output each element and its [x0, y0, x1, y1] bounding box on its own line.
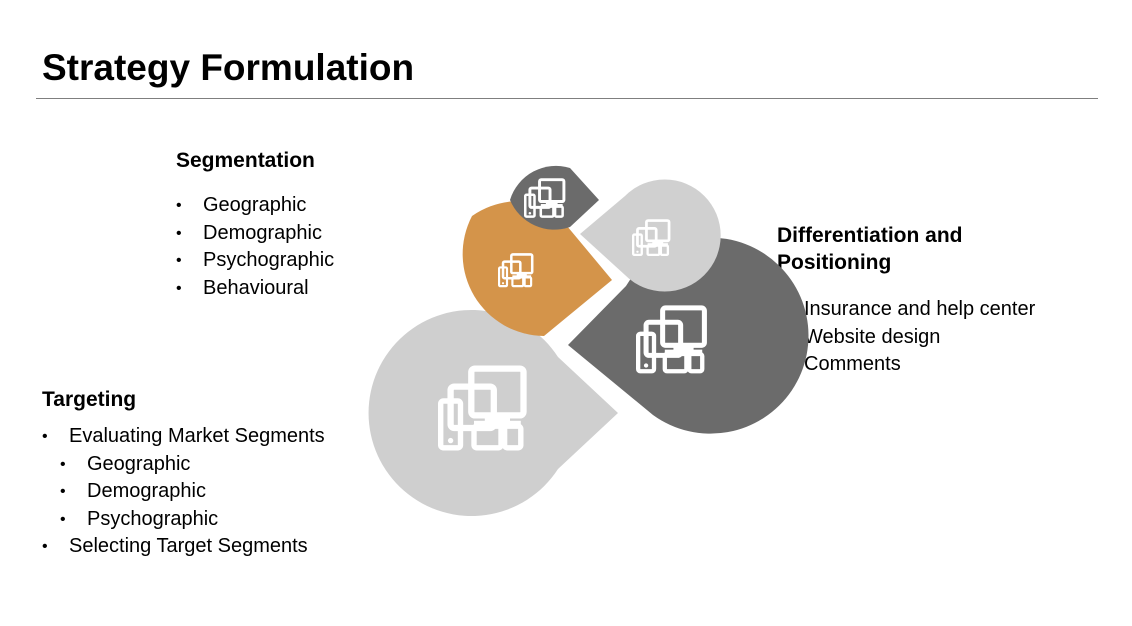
petal-top-right [580, 179, 721, 292]
targeting-list-continued: Selecting Target Segments [42, 533, 325, 561]
petal-shape [510, 165, 599, 230]
petal-shape [568, 237, 809, 434]
slide-title: Strategy Formulation [42, 47, 415, 88]
petal-dark-large [568, 237, 809, 434]
list-item: Evaluating Market Segments [42, 423, 325, 451]
differentiation-heading-line2: Positioning [777, 251, 892, 274]
petal-light-large [368, 310, 618, 516]
segmentation-list: Geographic Demographic Psychographic Beh… [176, 192, 334, 302]
differentiation-heading: Differentiation and Positioning [777, 222, 1035, 276]
petal-orange [462, 201, 612, 336]
segmentation-heading: Segmentation [176, 149, 315, 172]
targeting-heading: Targeting [42, 388, 137, 411]
petal-shape [462, 201, 612, 336]
list-item: Demographic [60, 478, 325, 506]
targeting-sublist: Geographic Demographic Psychographic [60, 451, 325, 534]
segmentation-section: Segmentation Geographic Demographic Psyc… [176, 147, 334, 302]
title-divider [36, 98, 1098, 99]
petal-shape [580, 179, 721, 292]
targeting-list: Evaluating Market Segments [42, 423, 325, 451]
targeting-section: Targeting Evaluating Market Segments Geo… [42, 386, 325, 561]
list-item: Geographic [60, 451, 325, 479]
petal-top-small [510, 165, 599, 230]
list-item: Psychographic [60, 506, 325, 534]
list-item: Demographic [176, 220, 334, 248]
list-item: Behavioural [176, 275, 334, 303]
differentiation-heading-line1: Differentiation and [777, 224, 963, 247]
list-item: Psychographic [176, 247, 334, 275]
list-item: Selecting Target Segments [42, 533, 325, 561]
list-item: Geographic [176, 192, 334, 220]
